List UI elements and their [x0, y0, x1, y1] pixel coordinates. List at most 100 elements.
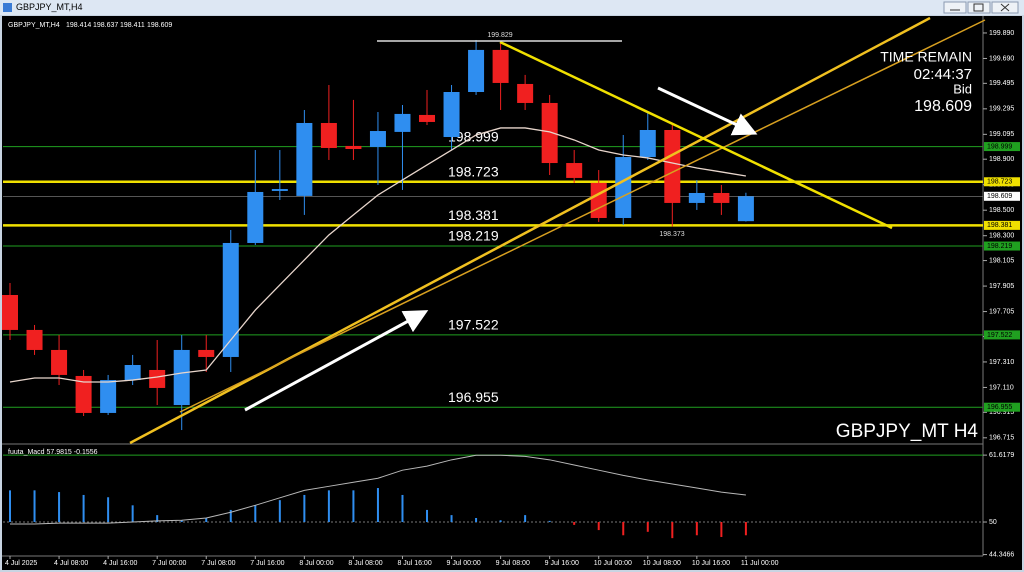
candle-body [590, 182, 607, 218]
level-label: 196.955 [448, 389, 499, 405]
candle-body [566, 163, 583, 178]
candle-body [541, 102, 558, 164]
candle-body [394, 113, 411, 132]
candle-body [713, 192, 730, 203]
candle-body [345, 145, 362, 150]
y-tick-label: 196.715 [989, 435, 1014, 442]
minimize-button[interactable] [943, 1, 967, 14]
macd-bar [475, 517, 478, 523]
candle-body [247, 191, 264, 243]
candle-body [26, 329, 43, 350]
level-tag [984, 142, 1020, 152]
indicator-title: fuuta_Macd 57.9815 -0.1556 [8, 449, 98, 456]
candle-body [75, 375, 92, 413]
window-buttons[interactable] [943, 1, 1019, 14]
y-tick-label: 197.705 [989, 308, 1014, 315]
x-tick-label: 10 Jul 00:00 [594, 560, 632, 567]
macd-bar [9, 490, 11, 523]
macd-bar [450, 515, 453, 523]
candle-body [517, 83, 534, 103]
x-tick-label: 8 Jul 00:00 [299, 560, 333, 567]
header-low: 198.411 [120, 22, 145, 29]
macd-bar [524, 515, 527, 523]
macd-bar [548, 520, 551, 523]
level-tag [984, 330, 1020, 340]
y-tick-label: 199.295 [989, 106, 1014, 113]
y-tick-label: 61.6179 [989, 452, 1014, 459]
candle-body [688, 192, 705, 203]
level-tag-label: 198.381 [987, 222, 1012, 229]
x-tick-label: 8 Jul 16:00 [397, 560, 431, 567]
level-tag [984, 220, 1020, 230]
trend-line [179, 19, 986, 413]
window-title: GBPJPY_MT,H4 [16, 2, 83, 12]
level-tag [984, 402, 1020, 412]
low-annotation: 198.373 [659, 231, 684, 238]
macd-bar [695, 522, 698, 536]
y-tick-label: 199.890 [989, 30, 1014, 37]
x-tick-label: 7 Jul 16:00 [250, 560, 284, 567]
macd-bar [720, 522, 723, 537]
signal-line [10, 454, 746, 525]
macd-bar [352, 490, 355, 523]
x-tick-label: 4 Jul 16:00 [103, 560, 137, 567]
macd-bar [597, 522, 600, 531]
candle-body [369, 131, 386, 147]
x-tick-label: 4 Jul 08:00 [54, 560, 88, 567]
y-tick-label: 199.690 [989, 55, 1014, 62]
y-tick-label: 197.310 [989, 359, 1014, 366]
macd-bar [426, 509, 429, 523]
candle-body [492, 49, 509, 83]
x-tick-label: 9 Jul 16:00 [545, 560, 579, 567]
macd-bar [107, 497, 110, 523]
window-icon [3, 3, 12, 12]
level-label: 197.522 [448, 317, 499, 333]
level-label: 198.723 [448, 163, 499, 179]
x-tick-label: 8 Jul 08:00 [348, 560, 382, 567]
candle-body [664, 130, 681, 203]
candle-body [419, 114, 436, 122]
x-tick-label: 9 Jul 08:00 [496, 560, 530, 567]
symbol-label: GBPJPY_MT H4 [836, 421, 979, 442]
macd-bar [254, 505, 257, 523]
plot: 199.890 199.690 199.495 199.295 199.095 198.9… [2, 30, 1020, 567]
macd-bar [229, 509, 232, 523]
macd-bar [671, 522, 674, 539]
y-tick-label: 44.3466 [989, 551, 1014, 558]
level-tag-label: 198.219 [987, 243, 1012, 250]
close-icon [1000, 3, 1010, 12]
macd-bar [180, 520, 183, 523]
candle-body [443, 92, 460, 138]
macd-bar [278, 500, 281, 523]
level-tag-label: 196.955 [987, 404, 1012, 411]
maximize-icon [973, 3, 984, 12]
candle-body [51, 349, 68, 375]
chart-background [2, 16, 1022, 570]
candle-body [100, 380, 117, 413]
macd-bar [33, 490, 36, 523]
arrow [657, 86, 758, 136]
level-label: 198.381 [448, 207, 499, 223]
level-tag-label: 197.522 [987, 332, 1012, 339]
candle-body [173, 349, 190, 406]
moving-average [9, 127, 747, 383]
macd-bar [646, 522, 649, 532]
y-tick-label: 199.495 [989, 80, 1014, 87]
level-tag-label: 198.723 [987, 179, 1012, 186]
x-tick-label: 7 Jul 08:00 [201, 560, 235, 567]
candle-body [615, 157, 632, 218]
time-remain: 02:44:37 [914, 66, 972, 83]
level-tag [984, 177, 1020, 187]
macd-bar [303, 494, 306, 523]
candle-body [468, 49, 485, 93]
header-high: 198.637 [93, 22, 118, 29]
macd-bar [622, 522, 625, 536]
maximize-button[interactable] [967, 1, 991, 14]
level-tag [984, 241, 1020, 251]
arrow [244, 310, 429, 412]
y-tick-label: 196.915 [989, 409, 1014, 416]
candle-body [737, 196, 754, 222]
bid-label: Bid [953, 81, 972, 96]
candle-body [271, 189, 288, 191]
macd-bar [376, 488, 379, 523]
